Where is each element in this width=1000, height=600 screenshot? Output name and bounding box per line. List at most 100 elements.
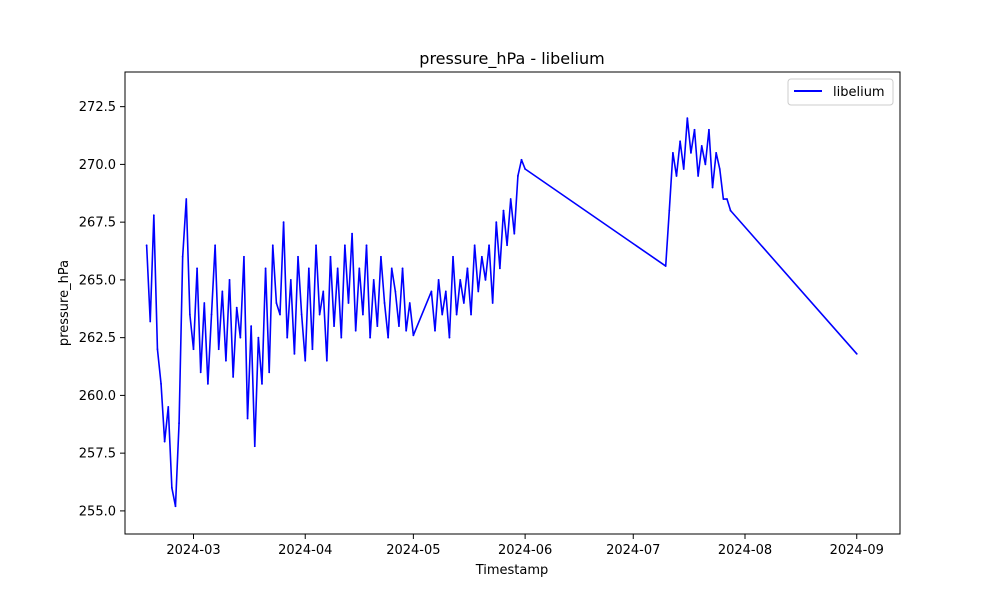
y-tick-label: 270.0: [79, 158, 116, 173]
data-point: [477, 290, 480, 293]
data-point: [322, 290, 325, 293]
data-point: [286, 336, 289, 339]
data-point: [473, 244, 476, 247]
data-point: [199, 371, 202, 374]
data-point: [690, 151, 692, 154]
data-point: [279, 313, 281, 316]
data-point: [441, 313, 444, 316]
data-point: [686, 117, 689, 120]
data-point: [444, 290, 447, 293]
data-point: [380, 255, 382, 258]
data-point: [163, 440, 166, 443]
data-point: [167, 406, 170, 408]
x-tick-label: 2024-09: [830, 543, 884, 558]
data-point: [693, 128, 696, 131]
data-point: [300, 313, 303, 316]
data-point: [387, 336, 390, 339]
data-point: [408, 302, 411, 304]
data-point: [351, 232, 353, 235]
data-point: [715, 151, 718, 154]
x-tick-label: 2024-07: [606, 543, 660, 558]
data-point: [246, 417, 249, 420]
data-point: [325, 359, 328, 362]
legend-label-libelium: libelium: [833, 85, 885, 100]
data-point: [358, 267, 361, 270]
data-point: [304, 359, 307, 362]
data-point: [362, 313, 364, 316]
data-point: [333, 325, 335, 327]
data-point: [488, 244, 490, 247]
legend: libelium: [787, 78, 894, 106]
data-point: [192, 348, 195, 351]
data-point: [708, 128, 710, 131]
data-point: [178, 422, 180, 425]
data-point: [722, 198, 725, 200]
data-point: [668, 209, 671, 212]
data-point: [394, 290, 397, 293]
x-tick-label: 2024-06: [498, 543, 552, 558]
data-point: [354, 329, 357, 332]
data-point: [275, 302, 278, 304]
data-point: [484, 279, 487, 281]
data-point: [506, 244, 508, 247]
data-point: [704, 163, 707, 166]
data-point: [462, 302, 465, 304]
data-point: [293, 352, 296, 355]
y-axis: 255.0 257.5 260.0 262.5 265.0 267.5 270.0 272.5: [79, 100, 125, 519]
x-tick-label: 2024-05: [386, 543, 440, 558]
data-point: [235, 306, 238, 309]
x-axis-label: Timestamp: [475, 563, 549, 578]
data-point: [340, 336, 343, 339]
data-point: [480, 255, 483, 258]
data-point: [221, 290, 224, 293]
data-point: [675, 175, 678, 177]
data-point: [228, 279, 231, 281]
data-point: [210, 313, 213, 316]
data-point: [315, 244, 317, 247]
data-point: [495, 221, 498, 224]
data-point: [855, 352, 858, 355]
y-tick-label: 265.0: [79, 273, 116, 288]
data-point: [253, 445, 256, 448]
data-point: [455, 313, 458, 316]
data-point: [365, 244, 368, 247]
data-point: [257, 336, 260, 339]
y-tick-label: 260.0: [79, 389, 116, 404]
data-point: [697, 175, 700, 177]
data-point: [239, 336, 242, 339]
series-line-libelium: [145, 117, 858, 508]
data-point: [448, 336, 451, 339]
data-point: [156, 348, 159, 351]
x-tick-label: 2024-03: [166, 543, 220, 558]
data-point: [390, 267, 393, 270]
data-point: [174, 505, 177, 508]
data-point: [729, 209, 732, 212]
plot-frame: [124, 71, 901, 535]
data-point: [232, 376, 235, 378]
data-point: [271, 244, 274, 247]
data-point: [517, 175, 519, 177]
data-point: [203, 302, 206, 304]
data-point: [682, 168, 685, 170]
data-point: [401, 267, 404, 270]
data-point: [152, 214, 155, 217]
data-point: [185, 198, 188, 200]
data-point: [524, 168, 527, 170]
legend-box: [787, 78, 894, 106]
data-point: [372, 279, 375, 281]
data-point: [311, 348, 314, 351]
data-point: [347, 302, 350, 304]
data-point: [711, 186, 714, 189]
data-point: [318, 313, 321, 316]
y-tick-label: 267.5: [79, 216, 116, 231]
data-point: [459, 279, 462, 281]
data-point: [188, 313, 191, 316]
data-point: [289, 279, 292, 281]
data-point: [268, 371, 271, 374]
chart-title: pressure_hPa - libelium: [419, 49, 604, 69]
data-point: [491, 302, 494, 304]
data-point: [502, 209, 505, 212]
data-point: [307, 267, 310, 270]
data-point: [679, 140, 682, 143]
